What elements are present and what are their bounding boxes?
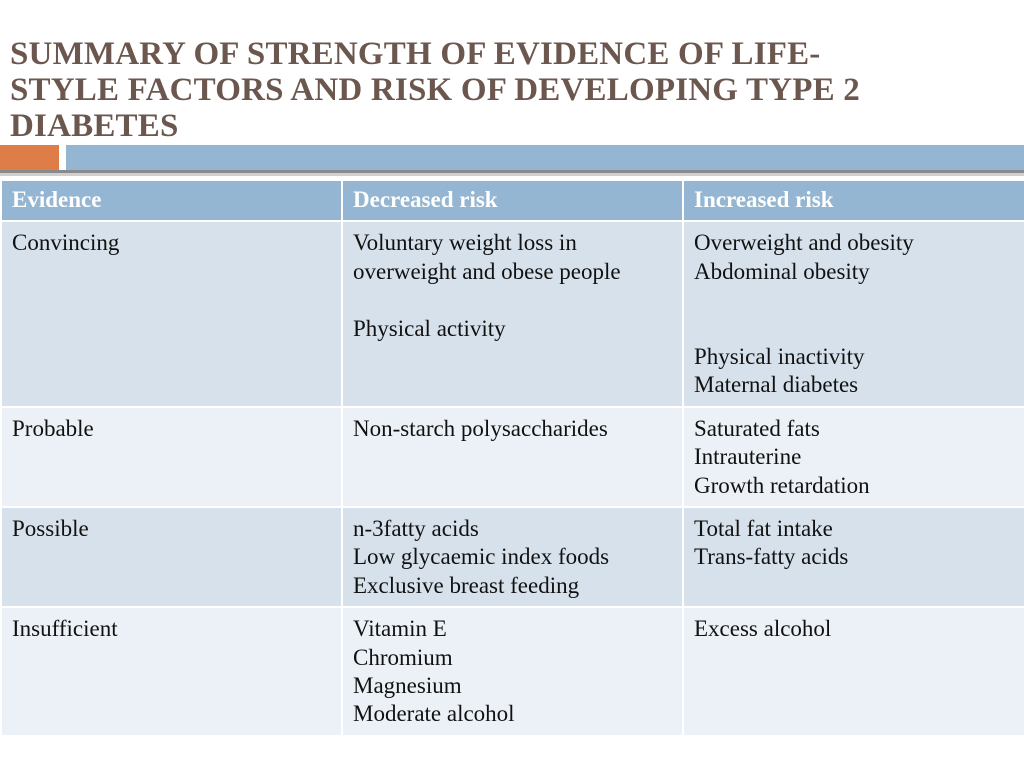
cell-line: Physical inactivity [694, 344, 865, 369]
cell-line: Vitamin E [353, 616, 447, 642]
cell-line: Intrauterine [694, 444, 802, 470]
slide-title: SUMMARY OF STRENGTH OF EVIDENCE OF LIFE-… [10, 36, 1000, 144]
evidence-cell: Possible [0, 506, 343, 609]
divider-dark [0, 170, 1024, 173]
decreased-risk-cell: Voluntary weight loss in overweight and … [341, 220, 684, 408]
cell-line [694, 315, 1015, 343]
divider-light [0, 173, 1024, 176]
decreased-risk-cell: Non-starch polysaccharides [341, 405, 684, 509]
decreased-risk-cell: n-3fatty acids Low glycaemic index foods… [341, 506, 684, 609]
table-row: Convincing Voluntary weight loss in over… [0, 220, 1024, 408]
cell-line: Total fat intake [694, 516, 833, 542]
increased-risk-cell: Total fat intake Trans-fatty acids [682, 506, 1024, 609]
cell-line: Physical activity [353, 315, 506, 341]
cell-line: Low glycaemic index foods [353, 544, 610, 570]
evidence-cell: Convincing [0, 220, 343, 408]
cell-line: overweight and obese people [353, 258, 621, 284]
header-evidence: Evidence [0, 178, 343, 223]
cell-line: Voluntary weight loss in [353, 230, 577, 256]
table-row: Possible n-3fatty acids Low glycaemic in… [0, 506, 1024, 609]
table-header-row: Evidence Decreased risk Increased risk [0, 178, 1024, 223]
table-row: Probable Non-starch polysaccharides Satu… [0, 405, 1024, 509]
evidence-cell: Probable [0, 405, 343, 509]
header-increased-risk: Increased risk [682, 178, 1024, 223]
increased-risk-cell: Saturated fats Intrauterine Growth retar… [682, 405, 1024, 509]
accent-bar-orange [0, 145, 59, 170]
cell-line: Trans-fatty acids [694, 544, 849, 570]
increased-risk-cell: Overweight and obesity Abdominal obesity… [682, 220, 1024, 408]
cell-line: Overweight and obesity [694, 230, 914, 256]
cell-line: Abdominal obesity [694, 258, 870, 284]
cell-line: Non-starch polysaccharides [353, 415, 608, 441]
cell-line: Maternal diabetes [694, 372, 859, 398]
cell-line: Moderate alcohol [353, 701, 515, 727]
slide-title-line: STYLE FACTORS AND RISK OF DEVELOPING TYP… [10, 72, 860, 108]
slide-title-line: DIABETES [10, 108, 179, 144]
slide-title-line: SUMMARY OF STRENGTH OF EVIDENCE OF LIFE- [10, 36, 821, 72]
cell-line: Magnesium [353, 673, 462, 699]
cell-line: Growth retardation [694, 472, 870, 498]
cell-line: Chromium [353, 644, 453, 670]
header-decreased-risk: Decreased risk [341, 178, 684, 223]
increased-risk-cell: Excess alcohol [682, 606, 1024, 737]
decreased-risk-cell: Vitamin E Chromium Magnesium Moderate al… [341, 606, 684, 737]
table-row: Insufficient Vitamin E Chromium Magnesiu… [0, 606, 1024, 737]
evidence-table: Evidence Decreased risk Increased risk C… [0, 178, 1024, 737]
evidence-cell: Insufficient [0, 606, 343, 737]
cell-line: Exclusive breast feeding [353, 572, 580, 598]
cell-line: n-3fatty acids [353, 516, 479, 542]
accent-bar-blue [66, 145, 1024, 170]
cell-line [353, 286, 673, 314]
cell-line: Excess alcohol [694, 616, 832, 642]
cell-line [694, 286, 1015, 314]
cell-line: Saturated fats [694, 415, 820, 441]
